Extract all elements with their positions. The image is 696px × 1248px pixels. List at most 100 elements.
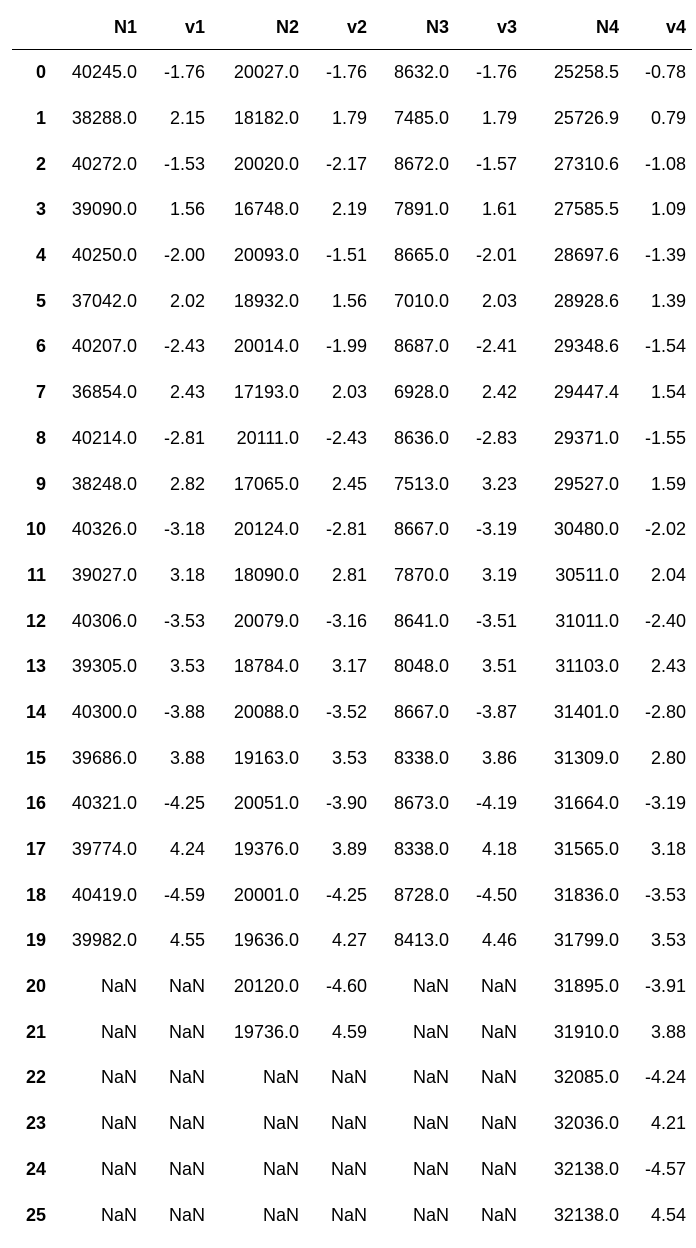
cell-v1: NaN [168, 1067, 205, 1088]
table-row: 14 40300.0 -3.88 20088.0 -3.52 8667.0 -3.87 314… [12, 690, 692, 736]
cell-n3: 8413.0 [393, 930, 449, 951]
cell-v1: -4.25 [163, 793, 205, 814]
row-index: 7 [35, 382, 46, 403]
cell-n4: 31565.0 [553, 839, 619, 860]
cell-n3: 8673.0 [393, 793, 449, 814]
table-row: 3 39090.0 1.56 16748.0 2.19 7891.0 1.61 27585.5… [12, 187, 692, 233]
cell-v3: 4.46 [481, 930, 517, 951]
cell-v4: 3.88 [650, 1021, 686, 1042]
table-row: 17 39774.0 4.24 19376.0 3.89 8338.0 4.18 31565.… [12, 827, 692, 873]
cell-v1: NaN [168, 1158, 205, 1179]
cell-v2: 1.79 [331, 108, 367, 129]
cell-n1: 40300.0 [71, 701, 137, 722]
column-header-v3: v3 [455, 5, 523, 50]
header-row: N1 v1 N2 v2 N3 v3 N4 v4 [12, 5, 692, 50]
cell-v2: 3.53 [331, 747, 367, 768]
cell-n4: 31895.0 [553, 976, 619, 997]
cell-v1: -2.43 [163, 336, 205, 357]
cell-v1: NaN [168, 1204, 205, 1225]
cell-v3: NaN [480, 1067, 517, 1088]
cell-v3: -2.01 [475, 245, 517, 266]
cell-n1: 38288.0 [71, 108, 137, 129]
cell-v2: 4.59 [331, 1021, 367, 1042]
cell-n1: 40326.0 [71, 519, 137, 540]
cell-v3: -4.50 [475, 884, 517, 905]
cell-v1: 4.55 [169, 930, 205, 951]
row-index: 2 [35, 153, 46, 174]
cell-v4: -1.08 [644, 153, 686, 174]
row-index: 21 [25, 1021, 46, 1042]
cell-v3: -2.83 [475, 427, 517, 448]
cell-v4: -1.39 [644, 245, 686, 266]
cell-n2: 17193.0 [233, 382, 299, 403]
cell-v1: 2.82 [169, 473, 205, 494]
cell-v4: 3.18 [650, 839, 686, 860]
cell-v2: -4.25 [325, 884, 367, 905]
cell-n2: 20014.0 [233, 336, 299, 357]
column-header-v2: v2 [305, 5, 373, 50]
cell-n3: 7485.0 [393, 108, 449, 129]
cell-v2: -3.52 [325, 701, 367, 722]
cell-n3: NaN [412, 1204, 449, 1225]
cell-v3: NaN [480, 1021, 517, 1042]
cell-v1: -4.59 [163, 884, 205, 905]
cell-v1: -2.00 [163, 245, 205, 266]
row-index: 24 [25, 1158, 46, 1179]
table-row: 19 39982.0 4.55 19636.0 4.27 8413.0 4.46 31799.… [12, 918, 692, 964]
cell-v3: -3.87 [475, 701, 517, 722]
row-index: 1 [35, 108, 46, 129]
cell-n1: 40207.0 [71, 336, 137, 357]
cell-v3: 2.03 [481, 290, 517, 311]
cell-v4: -3.53 [644, 884, 686, 905]
cell-v4: 4.21 [650, 1113, 686, 1134]
row-index: 22 [25, 1067, 46, 1088]
cell-n4: 31309.0 [553, 747, 619, 768]
cell-n2: 20111.0 [236, 427, 299, 448]
cell-v3: NaN [480, 1113, 517, 1134]
cell-v1: NaN [168, 1113, 205, 1134]
cell-n1: 40250.0 [71, 245, 137, 266]
table-row: 24 NaN NaN NaN NaN NaN NaN 32138.0 -4.57 [12, 1147, 692, 1193]
cell-v1: 2.43 [169, 382, 205, 403]
cell-n3: 6928.0 [393, 382, 449, 403]
table-row: 9 38248.0 2.82 17065.0 2.45 7513.0 3.23 29527.0… [12, 461, 692, 507]
row-index: 11 [26, 564, 46, 585]
cell-n4: 29348.6 [553, 336, 619, 357]
cell-n3: 8687.0 [393, 336, 449, 357]
cell-n4: 31103.0 [555, 656, 619, 677]
cell-n1: 40321.0 [71, 793, 137, 814]
table-row: 1 38288.0 2.15 18182.0 1.79 7485.0 1.79 25726.9… [12, 96, 692, 142]
cell-v1: 2.15 [169, 108, 205, 129]
cell-v4: 0.79 [650, 108, 686, 129]
cell-v4: 2.04 [650, 564, 686, 585]
cell-v1: -1.53 [163, 153, 205, 174]
table-row: 0 40245.0 -1.76 20027.0 -1.76 8632.0 -1.76 2525… [12, 50, 692, 96]
cell-v3: -4.19 [475, 793, 517, 814]
cell-v2: 4.27 [331, 930, 367, 951]
cell-n4: 25726.9 [553, 108, 619, 129]
cell-n3: 8636.0 [393, 427, 449, 448]
cell-n2: NaN [262, 1067, 299, 1088]
table-row: 12 40306.0 -3.53 20079.0 -3.16 8641.0 -3.51 310… [12, 598, 692, 644]
cell-n1: 39774.0 [71, 839, 137, 860]
cell-n2: 17065.0 [233, 473, 299, 494]
column-header-n2: N2 [211, 5, 305, 50]
column-header-v1: v1 [143, 5, 211, 50]
cell-v3: 4.18 [481, 839, 517, 860]
cell-n3: 8338.0 [393, 839, 449, 860]
cell-v2: -2.43 [325, 427, 367, 448]
cell-v1: 3.53 [169, 656, 205, 677]
cell-v3: -3.51 [475, 610, 517, 631]
cell-n4: 28697.6 [553, 245, 619, 266]
cell-v4: 1.39 [650, 290, 686, 311]
cell-n1: 40419.0 [71, 884, 137, 905]
cell-v3: NaN [480, 1158, 517, 1179]
cell-n4: 31799.0 [553, 930, 619, 951]
cell-n2: NaN [262, 1113, 299, 1134]
cell-n4: 31836.0 [553, 884, 619, 905]
cell-n1: NaN [100, 1021, 137, 1042]
cell-n3: 8667.0 [393, 519, 449, 540]
cell-v4: 1.54 [650, 382, 686, 403]
cell-n2: 19636.0 [233, 930, 299, 951]
cell-v3: NaN [480, 1204, 517, 1225]
